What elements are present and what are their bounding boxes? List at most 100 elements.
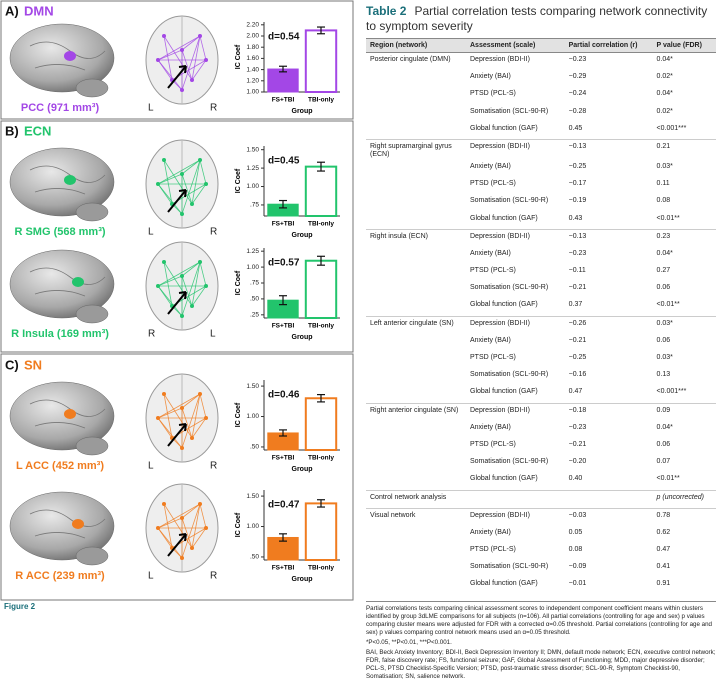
correlation-cell: −0.23	[568, 423, 587, 431]
p-value-cell: 0.06	[656, 440, 671, 448]
activation-cluster	[64, 51, 76, 61]
assessment-cell: Depression (BDI-II)	[466, 507, 565, 526]
x-axis-label: Group	[292, 334, 313, 341]
network-edge	[163, 393, 193, 439]
region-cell: Left anterior cingulate (SN)	[366, 315, 466, 334]
assessment-cell: Depression (BDI-II)	[466, 402, 565, 421]
p-value-cell: 0.04*	[656, 423, 673, 431]
network-node	[162, 260, 166, 264]
table-row: Visual network Depression (BDI-II) −0.03 0.…	[366, 507, 716, 526]
hemisphere-label: L	[148, 461, 154, 472]
network-node	[180, 172, 184, 176]
panel-frame	[0, 0, 354, 120]
network-edge	[157, 59, 183, 91]
network-node	[180, 516, 184, 520]
table-row: Anxiety (BAI) −0.23 0.04*	[366, 247, 716, 264]
assessment-cell: Anxiety (BAI)	[470, 336, 511, 344]
network-edge	[163, 261, 173, 307]
table-row: Somatisation (SCL-90-R) −0.28 0.02*	[366, 105, 716, 122]
network-edge	[163, 393, 173, 439]
region-name: Left anterior cingulate (SN)	[370, 319, 454, 327]
assessment-cell: Depression (BDI-II)	[466, 228, 565, 247]
network-name: SN	[24, 357, 42, 372]
network-node	[162, 392, 166, 396]
network-node	[180, 446, 184, 450]
network-edge	[191, 503, 201, 549]
cerebellum	[75, 436, 109, 456]
table-row: Anxiety (BAI) 0.05 0.62	[366, 526, 716, 543]
p-value-cell: 0.02*	[656, 107, 673, 115]
table-title-text: Partial correlation tests comparing netw…	[366, 4, 708, 33]
network-edge	[163, 35, 193, 81]
assessment-cell: Global function (GAF)	[470, 214, 538, 222]
network-edge	[157, 503, 201, 529]
network-node	[198, 392, 202, 396]
network-edge	[157, 517, 183, 529]
region-cell	[366, 281, 466, 298]
brain-render	[9, 491, 115, 561]
panel-frame	[0, 120, 354, 353]
network-node	[190, 304, 194, 308]
hemisphere-label: R	[210, 571, 217, 582]
network-node	[156, 58, 160, 62]
network-node	[162, 158, 166, 162]
network-edge	[191, 159, 201, 205]
correlation-cell: −0.13	[564, 138, 653, 160]
brain-render	[9, 147, 115, 217]
region-name: Right insula (ECN)	[370, 232, 428, 240]
correlation-cell: −0.21	[568, 336, 587, 344]
network-node	[162, 34, 166, 38]
x-axis-label: Group	[292, 232, 313, 239]
network-node	[198, 260, 202, 264]
y-axis-label: IC Coef	[235, 402, 242, 427]
table-row: PTSD (PCL-S) 0.08 0.47	[366, 543, 716, 560]
network-edge	[163, 503, 193, 549]
network-node	[204, 58, 208, 62]
panel-frame	[0, 353, 354, 601]
region-cell	[366, 70, 466, 87]
p-value-cell: 0.06	[656, 284, 671, 292]
y-tick-label: .75	[250, 202, 259, 209]
network-name: ECN	[24, 123, 51, 138]
p-value-cell: 0.21	[652, 138, 716, 160]
network-node	[190, 436, 194, 440]
network-node	[204, 182, 208, 186]
panel-letter: B)	[5, 123, 19, 138]
table-row: Right supramarginal gyrus (ECN) Depressio…	[366, 138, 716, 160]
bar	[304, 165, 338, 217]
figure: Figure 2 A) DMN PCC (971 mm³) L R 1.00 1.20 1.4…	[0, 0, 354, 611]
network-edge	[191, 393, 201, 439]
effect-size: d=0.57	[268, 258, 300, 269]
control-p-label: p (uncorrected)	[652, 489, 716, 509]
assessment-cell: PTSD (PCL-S)	[470, 180, 516, 188]
pointer-arrow	[167, 291, 187, 315]
cerebellum	[75, 546, 109, 566]
region-cell	[366, 87, 466, 104]
p-value-cell: 0.13	[656, 371, 671, 379]
correlation-cell: −0.03	[564, 507, 653, 526]
network-node	[180, 314, 184, 318]
network-edge	[199, 35, 207, 61]
network-edge	[157, 275, 183, 287]
region-name: Visual network	[370, 511, 416, 519]
panel-letter: C)	[5, 357, 19, 372]
pointer-arrow	[167, 423, 187, 447]
network-edge	[163, 35, 173, 81]
region-cell	[366, 368, 466, 385]
y-tick-label: .50	[250, 554, 259, 561]
table-row: Somatisation (SCL-90-R) −0.21 0.06	[366, 281, 716, 298]
assessment-cell: Somatisation (SCL-90-R)	[470, 371, 549, 379]
network-edge	[199, 261, 207, 287]
region-label: PCC (971 mm³)	[21, 102, 100, 114]
hemisphere-label: R	[210, 461, 217, 472]
correlation-cell: −0.20	[568, 458, 587, 466]
network-edge	[157, 159, 201, 185]
p-value-cell: 0.03*	[652, 315, 716, 334]
correlation-cell: 0.45	[568, 124, 583, 132]
correlation-cell: 0.08	[568, 546, 583, 554]
y-axis-label: IC Coef	[235, 270, 242, 295]
table-row: Somatisation (SCL-90-R) −0.16 0.13	[366, 368, 716, 385]
x-tick-label: TBI-only	[308, 97, 334, 104]
table-row: Global function (GAF) −0.01 0.91	[366, 577, 716, 594]
y-tick-label: .75	[250, 280, 259, 287]
